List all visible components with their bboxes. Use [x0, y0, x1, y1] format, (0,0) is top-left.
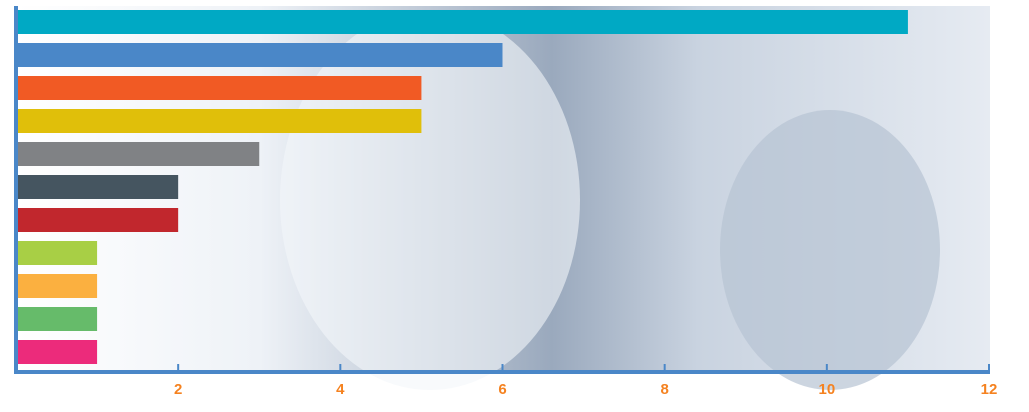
x-tick-label: 6 — [498, 381, 506, 398]
x-tick-label: 8 — [660, 381, 668, 398]
x-tick-label: 10 — [818, 381, 835, 398]
bar — [16, 10, 908, 34]
bar — [16, 307, 98, 331]
x-tick-label: 12 — [981, 381, 998, 398]
bar — [16, 274, 98, 298]
x-tick-label: 4 — [336, 381, 345, 398]
bar — [16, 340, 98, 364]
photo-figure — [720, 110, 940, 390]
bar — [16, 241, 98, 265]
x-tick-label: 2 — [174, 381, 182, 398]
photo-figure — [280, 10, 580, 390]
bar — [16, 142, 260, 166]
bar — [16, 76, 422, 100]
bar — [16, 208, 179, 232]
bar — [16, 109, 422, 133]
bar — [16, 43, 503, 67]
bar — [16, 175, 179, 199]
